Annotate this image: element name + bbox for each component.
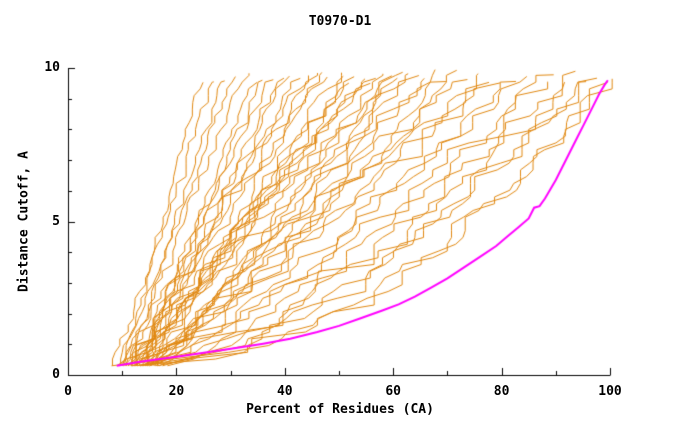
y-tick-label: 0: [52, 367, 60, 382]
x-tick-label: 100: [598, 384, 622, 399]
y-tick-label: 5: [52, 213, 60, 229]
x-axis-label: Percent of Residues (CA): [246, 402, 434, 417]
x-tick-label: 80: [493, 384, 510, 399]
y-tick-label: 10: [44, 60, 60, 75]
x-tick-label: 0: [64, 384, 72, 399]
chart-title: T0970-D1: [308, 14, 372, 29]
x-tick-label: 20: [168, 384, 185, 399]
x-tick-label: 60: [385, 384, 402, 399]
x-tick-label: 40: [276, 384, 293, 399]
